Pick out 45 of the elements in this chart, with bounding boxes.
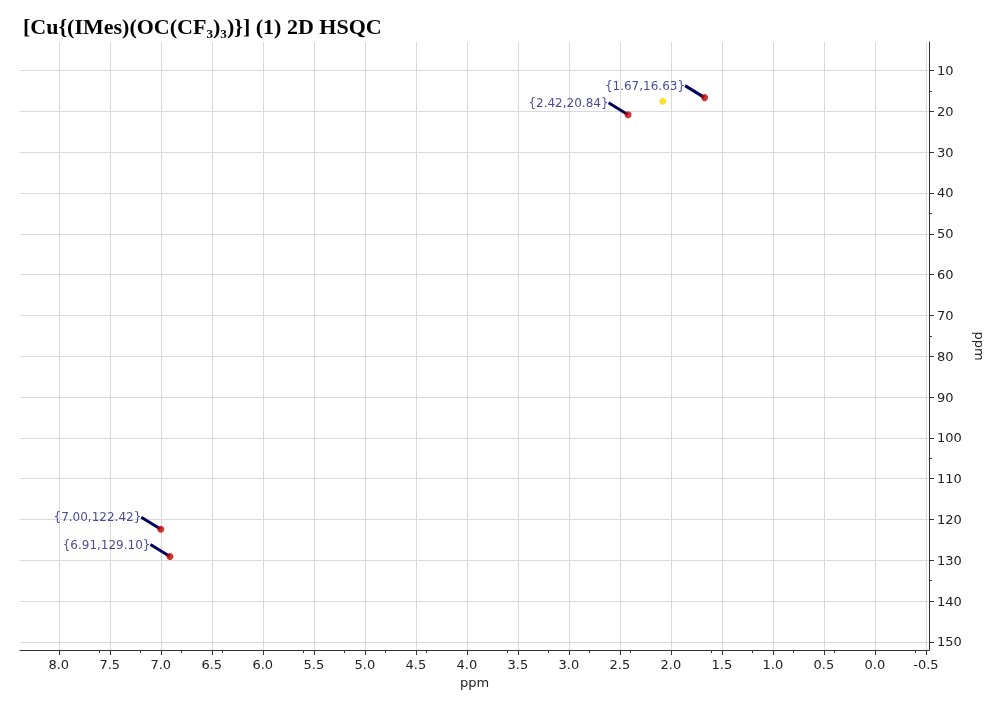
x-tick-label: 0.5 [813, 657, 835, 672]
y-tick-label: 100 [937, 430, 962, 446]
x-tick-label: 2.0 [660, 657, 682, 672]
x-tick-label: 6.5 [201, 657, 223, 672]
y-tick-label: 40 [937, 185, 954, 201]
y-tick-label: 150 [937, 634, 962, 650]
annotation: {7.00,122.42} [53, 510, 142, 525]
annotation: {2.42,20.84} [528, 95, 609, 110]
point [659, 97, 667, 105]
x-tick-label: 1.5 [711, 657, 733, 672]
x-tick-label: 8.0 [48, 657, 70, 672]
x-tick-label: -0.5 [913, 657, 939, 672]
y-tick-label: 110 [937, 471, 962, 487]
point [624, 111, 632, 119]
y-tick-label: 140 [937, 593, 962, 609]
point [157, 525, 165, 533]
y-tick-label: 20 [937, 103, 954, 119]
annotation: {1.67,16.63} [604, 78, 686, 93]
point [166, 553, 174, 561]
x-tick-label: 5.0 [354, 657, 376, 672]
x-tick-label: 3.0 [558, 657, 580, 672]
x-tick-label: 5.5 [303, 657, 325, 672]
x-tick-label: 7.5 [99, 657, 121, 672]
x-tick-label: 3.5 [507, 657, 529, 672]
x-tick-label: 0.0 [864, 657, 886, 672]
y-tick-label: 70 [937, 307, 954, 323]
point [701, 94, 709, 102]
y-axis-title: ppm [972, 331, 987, 361]
chart-title: [Cu{(IMes)(OC(CF₃)₃)}] (1) 2D HSQC [23, 13, 382, 39]
y-tick-label: 120 [937, 511, 962, 527]
annotation: {6.91,129.10} [62, 537, 151, 552]
y-tick-label: 50 [937, 226, 954, 242]
x-tick-label: 4.0 [456, 657, 478, 672]
x-tick-label: 4.5 [405, 657, 427, 672]
y-tick-label: 130 [937, 552, 962, 568]
x-tick-label: 2.5 [609, 657, 631, 672]
x-tick-label: 7.0 [150, 657, 172, 672]
y-tick-label: 90 [937, 389, 954, 405]
x-tick-label: 6.0 [252, 657, 274, 672]
y-tick-label: 10 [937, 63, 954, 79]
y-tick-label: 60 [937, 267, 954, 283]
x-axis-title: ppm [459, 675, 490, 690]
y-tick-label: 80 [937, 348, 954, 364]
y-tick-label: 30 [937, 144, 954, 160]
x-tick-label: 1.0 [762, 657, 784, 672]
